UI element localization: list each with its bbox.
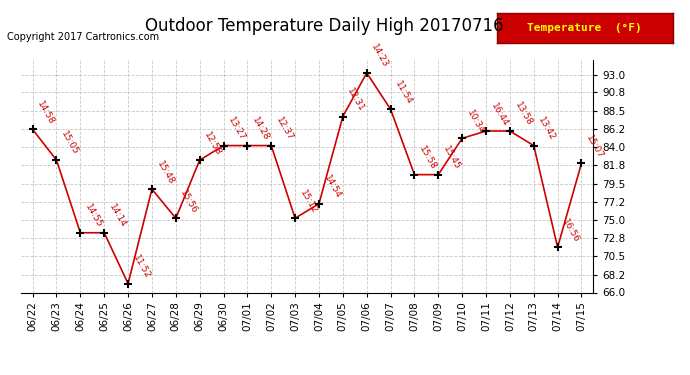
- Text: 15:12: 15:12: [298, 188, 319, 215]
- Text: Copyright 2017 Cartronics.com: Copyright 2017 Cartronics.com: [7, 32, 159, 42]
- Text: 13:58: 13:58: [513, 101, 533, 128]
- Text: 16:56: 16:56: [560, 217, 581, 244]
- Text: 15:58: 15:58: [417, 144, 438, 171]
- Text: 16:44: 16:44: [489, 101, 509, 128]
- Text: 14:58: 14:58: [35, 99, 56, 126]
- Text: 14:23: 14:23: [370, 43, 390, 70]
- Text: 10:34: 10:34: [465, 108, 486, 135]
- Text: 12:31: 12:31: [346, 87, 366, 113]
- Text: 14:28: 14:28: [250, 116, 271, 142]
- Text: 13:42: 13:42: [537, 116, 558, 142]
- Text: 11:52: 11:52: [131, 254, 152, 280]
- Text: 15:48: 15:48: [155, 159, 175, 186]
- Text: 14:54: 14:54: [322, 174, 342, 201]
- Text: Temperature  (°F): Temperature (°F): [527, 23, 642, 33]
- Text: 15:07: 15:07: [584, 133, 605, 160]
- Text: 12:58: 12:58: [203, 130, 223, 157]
- Text: 15:05: 15:05: [59, 130, 80, 157]
- Text: 12:37: 12:37: [274, 116, 295, 142]
- Text: 15:45: 15:45: [441, 145, 462, 171]
- Text: 14:55: 14:55: [83, 203, 104, 229]
- Text: Outdoor Temperature Daily High 20170716: Outdoor Temperature Daily High 20170716: [145, 17, 504, 35]
- Text: 11:54: 11:54: [393, 79, 414, 106]
- Text: 14:14: 14:14: [107, 203, 128, 229]
- Text: 15:56: 15:56: [179, 188, 199, 215]
- Text: 13:27: 13:27: [226, 116, 247, 142]
